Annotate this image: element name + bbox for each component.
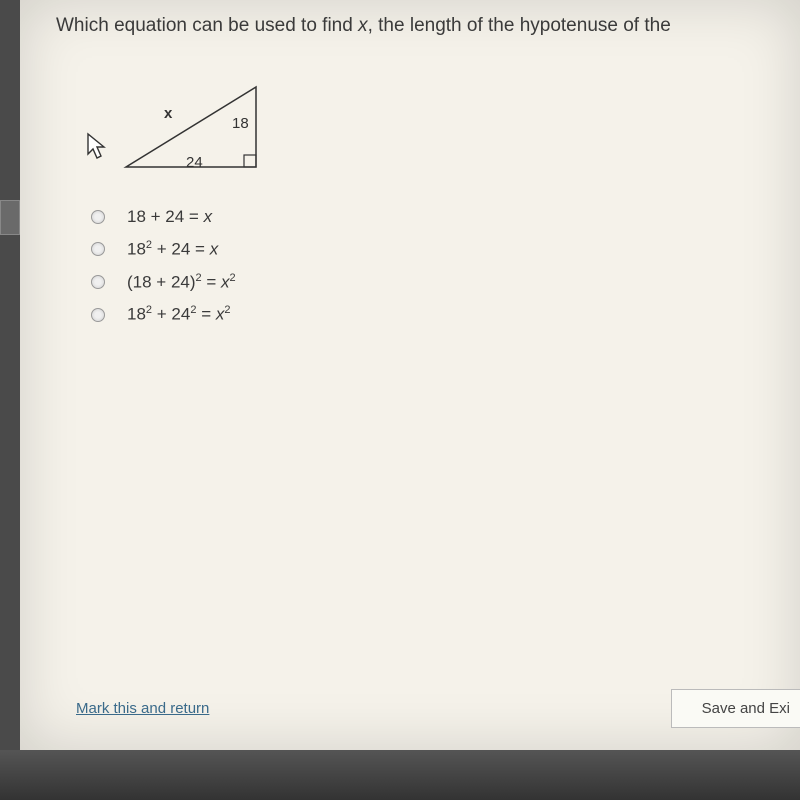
question-variable: x: [358, 15, 368, 36]
answer-options: 18 + 24 = x 182 + 24 = x (18 + 24)2 = x2…: [91, 207, 800, 325]
option-equation: 182 + 242 = x2: [127, 304, 230, 325]
question-text: Which equation can be used to find x, th…: [56, 15, 800, 37]
question-prefix: Which equation can be used to find: [56, 15, 358, 36]
option-equation: 18 + 24 = x: [127, 207, 212, 227]
option-row[interactable]: 18 + 24 = x: [91, 207, 800, 227]
bottom-bezel: [0, 750, 800, 800]
triangle-label-vertical: 18: [232, 115, 249, 132]
right-angle-marker: [244, 155, 256, 167]
option-row[interactable]: 182 + 242 = x2: [91, 304, 800, 325]
left-sidebar: [0, 0, 20, 750]
radio-button[interactable]: [91, 210, 105, 224]
option-row[interactable]: (18 + 24)2 = x2: [91, 272, 800, 293]
option-row[interactable]: 182 + 24 = x: [91, 239, 800, 260]
radio-button[interactable]: [91, 308, 105, 322]
mark-return-link[interactable]: Mark this and return: [76, 700, 209, 717]
sidebar-tab[interactable]: [0, 200, 20, 235]
triangle-diagram: x 18 24: [86, 77, 286, 177]
footer-bar: Mark this and return Save and Exi: [76, 689, 800, 728]
question-suffix: , the length of the hypotenuse of the: [368, 15, 671, 36]
option-equation: (18 + 24)2 = x2: [127, 272, 236, 293]
content-panel: Which equation can be used to find x, th…: [20, 0, 800, 750]
triangle-label-hypotenuse: x: [164, 105, 172, 122]
cursor-icon: [84, 132, 110, 162]
save-exit-button[interactable]: Save and Exi: [671, 689, 800, 728]
triangle-label-base: 24: [186, 154, 203, 171]
radio-button[interactable]: [91, 275, 105, 289]
radio-button[interactable]: [91, 242, 105, 256]
option-equation: 182 + 24 = x: [127, 239, 218, 260]
